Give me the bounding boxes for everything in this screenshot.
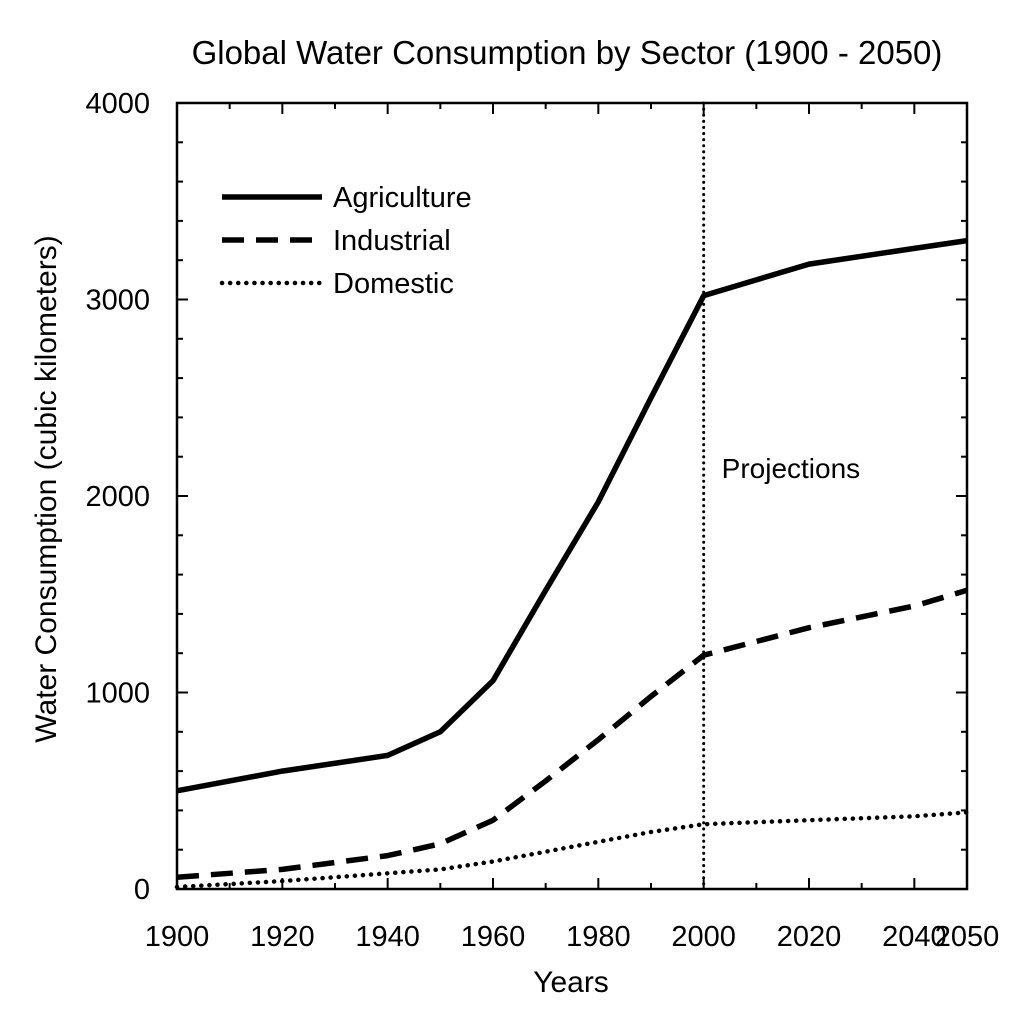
series-lines bbox=[174, 237, 970, 890]
x-tick-label: 1940 bbox=[355, 921, 420, 953]
y-tick-label: 4000 bbox=[85, 88, 150, 120]
x-tick-label: 1980 bbox=[566, 921, 631, 953]
x-axis-title: Years bbox=[533, 966, 609, 999]
y-tick-label: 2000 bbox=[85, 481, 150, 513]
x-tick-label: 1920 bbox=[250, 921, 315, 953]
x-tick-label: 1900 bbox=[145, 921, 210, 953]
projection-label: Projections bbox=[722, 453, 861, 484]
legend: Agriculture Industrial Domestic bbox=[219, 182, 472, 300]
series-line-domestic bbox=[174, 810, 970, 890]
x-tick-label: 1960 bbox=[461, 921, 526, 953]
legend-label-industrial: Industrial bbox=[333, 225, 451, 257]
x-tick-label: 2020 bbox=[777, 921, 842, 953]
x-tick-label: 2000 bbox=[671, 921, 736, 953]
series-line-industrial bbox=[176, 587, 968, 880]
y-axis-title: Water Consumption (cubic kilometers) bbox=[30, 235, 63, 742]
legend-label-agriculture: Agriculture bbox=[333, 182, 472, 214]
annotation-layer: Projections bbox=[702, 101, 861, 891]
x-tick-label: 2040 bbox=[882, 921, 947, 953]
chart-title: Global Water Consumption by Sector (1900… bbox=[192, 34, 943, 71]
y-tick-label: 0 bbox=[134, 874, 150, 906]
y-tick-label: 3000 bbox=[85, 285, 150, 317]
y-tick-label: 1000 bbox=[85, 678, 150, 710]
series-line-agriculture bbox=[176, 237, 968, 794]
legend-label-domestic: Domestic bbox=[333, 268, 454, 300]
x-tick-label: 2050 bbox=[935, 921, 1000, 953]
